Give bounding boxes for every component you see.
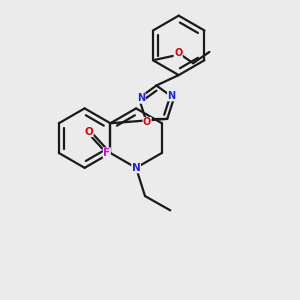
Text: O: O xyxy=(84,127,93,136)
Text: N: N xyxy=(137,93,145,103)
Text: O: O xyxy=(143,117,151,128)
Text: N: N xyxy=(132,163,140,173)
Text: N: N xyxy=(167,91,175,101)
Text: O: O xyxy=(174,48,182,59)
Text: F: F xyxy=(103,148,110,158)
